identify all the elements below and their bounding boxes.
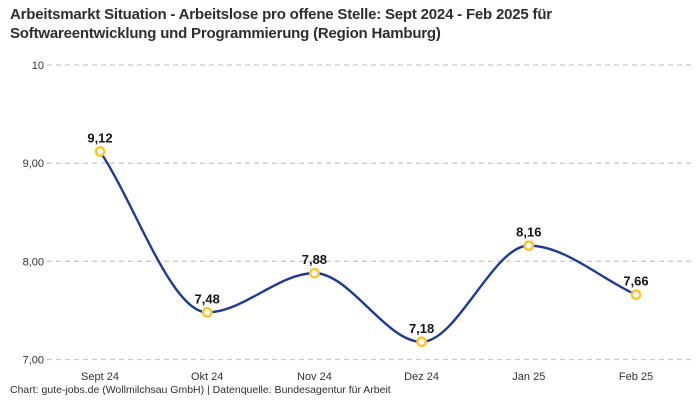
series-line [98,150,638,344]
data-point-marker [416,336,427,348]
data-point-label: 7,66 [623,274,648,289]
x-tick-label: Sept 24 [81,371,119,383]
x-tick-label: Okt 24 [191,371,223,383]
data-point-label: 8,16 [516,225,541,240]
y-tick-label: 9,00 [23,158,44,170]
data-point-label: 7,48 [195,291,220,306]
x-tick-label: Jan 25 [512,371,545,383]
chart-title-line1: Arbeitsmarkt Situation - Arbeitslose pro… [10,6,552,23]
chart-title: Arbeitsmarkt Situation - Arbeitslose pro… [10,5,658,43]
x-tick-label: Nov 24 [297,371,332,383]
data-point-marker [201,306,213,318]
x-tick-label: Dez 24 [404,371,439,383]
data-point-marker [523,240,535,252]
data-point-label: 9,12 [87,130,112,145]
y-tick-label: 7,00 [23,355,44,367]
chart-title-line2: Softwareentwicklung und Programmierung (… [10,25,441,42]
y-tick-label: 10 [32,60,44,72]
x-tick-label: Feb 25 [619,371,653,383]
chart-credit: Chart: gute-jobs.de (Wollmilchsau GmbH) … [10,384,391,396]
data-point-marker [630,289,642,301]
data-point-label: 7,88 [302,252,327,267]
data-point-marker [94,145,106,157]
data-point-marker [308,267,320,279]
y-tick-label: 8,00 [23,256,44,268]
data-point-label: 7,18 [409,321,434,336]
